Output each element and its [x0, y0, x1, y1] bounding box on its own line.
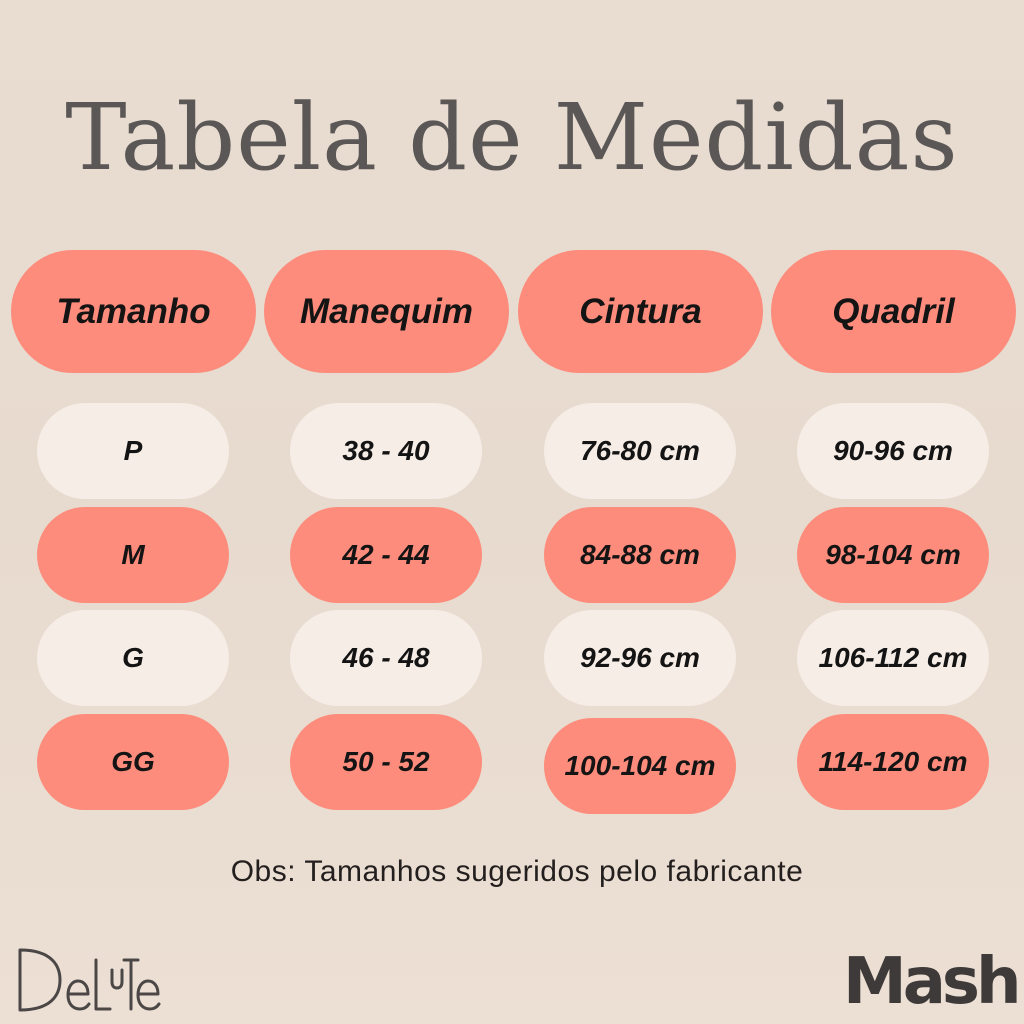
cell-cintura-p: 76-80 cm [544, 403, 736, 499]
cell-tamanho-g: G [37, 610, 229, 706]
header-manequim: Manequim [264, 250, 509, 373]
cell-quadril-gg: 114-120 cm [797, 714, 989, 810]
cell-quadril-p: 90-96 cm [797, 403, 989, 499]
header-quadril: Quadril [771, 250, 1016, 373]
cell-manequim-g: 46 - 48 [290, 610, 482, 706]
cell-quadril-m: 98-104 cm [797, 507, 989, 603]
cell-cintura-g: 92-96 cm [544, 610, 736, 706]
cell-manequim-m: 42 - 44 [290, 507, 482, 603]
cell-cintura-gg: 100-104 cm [544, 718, 736, 814]
cell-cintura-m: 84-88 cm [544, 507, 736, 603]
observation-note: Obs: Tamanhos sugeridos pelo fabricante [230, 855, 804, 888]
mash-logo: Mash. [843, 942, 1024, 1022]
cell-quadril-g: 106-112 cm [797, 610, 989, 706]
mash-logo-text: Mash [843, 945, 1022, 1019]
page-title: Tabela de Medidas [65, 84, 959, 191]
cell-manequim-gg: 50 - 52 [290, 714, 482, 810]
header-cintura: Cintura [518, 250, 763, 373]
mash-logo-dot: . [1018, 945, 1024, 1019]
delute-logo [18, 948, 161, 1012]
cell-tamanho-p: P [37, 403, 229, 499]
cell-tamanho-gg: GG [37, 714, 229, 810]
header-tamanho: Tamanho [11, 250, 256, 373]
cell-manequim-p: 38 - 40 [290, 403, 482, 499]
cell-tamanho-m: M [37, 507, 229, 603]
